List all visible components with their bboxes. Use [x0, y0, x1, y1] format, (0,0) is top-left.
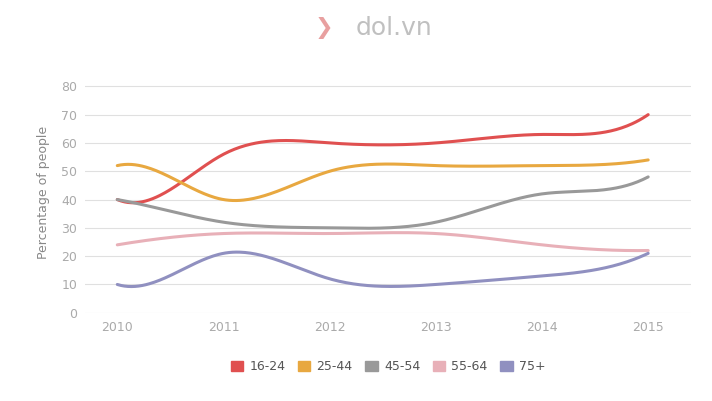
- Text: ❯: ❯: [315, 17, 333, 39]
- Text: dol.vn: dol.vn: [356, 16, 433, 40]
- Y-axis label: Percentage of people: Percentage of people: [37, 126, 50, 259]
- Legend: 16-24, 25-44, 45-54, 55-64, 75+: 16-24, 25-44, 45-54, 55-64, 75+: [226, 355, 550, 378]
